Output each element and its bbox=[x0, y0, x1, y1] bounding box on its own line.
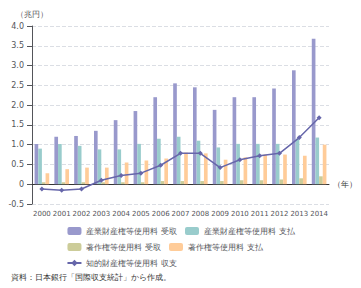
svg-text:-0.5: -0.5 bbox=[8, 200, 24, 209]
svg-text:2.5: 2.5 bbox=[11, 81, 24, 90]
svg-text:産業財産権等使用料 支払: 産業財産権等使用料 支払 bbox=[204, 227, 296, 236]
svg-text:4.0: 4.0 bbox=[11, 22, 24, 31]
svg-text:資料：日本銀行「国際収支統計」から作成。: 資料：日本銀行「国際収支統計」から作成。 bbox=[11, 273, 171, 282]
svg-text:1.5: 1.5 bbox=[11, 120, 24, 129]
svg-text:2002: 2002 bbox=[73, 210, 91, 218]
svg-text:著作権等使用料 支払: 著作権等使用料 支払 bbox=[188, 243, 264, 252]
svg-text:3.5: 3.5 bbox=[11, 41, 24, 50]
svg-text:2.0: 2.0 bbox=[11, 101, 24, 110]
svg-text:2001: 2001 bbox=[53, 210, 71, 218]
svg-text:（兆円）: （兆円） bbox=[16, 10, 48, 19]
svg-text:産業財産権等使用料 受取: 産業財産権等使用料 受取 bbox=[86, 227, 177, 236]
svg-text:2008: 2008 bbox=[191, 210, 209, 218]
svg-text:1.0: 1.0 bbox=[11, 140, 24, 149]
svg-text:（年）: （年） bbox=[333, 180, 357, 189]
svg-text:0: 0 bbox=[19, 180, 24, 189]
svg-text:2005: 2005 bbox=[132, 210, 150, 218]
svg-text:2009: 2009 bbox=[211, 210, 229, 218]
svg-text:2011: 2011 bbox=[251, 210, 269, 218]
svg-text:著作権等使用料 受取: 著作権等使用料 受取 bbox=[86, 243, 161, 252]
svg-text:2006: 2006 bbox=[152, 210, 170, 218]
svg-text:2004: 2004 bbox=[112, 210, 130, 218]
svg-text:2013: 2013 bbox=[290, 210, 308, 218]
svg-text:2007: 2007 bbox=[172, 210, 190, 218]
svg-text:0.5: 0.5 bbox=[11, 160, 24, 169]
svg-text:2003: 2003 bbox=[92, 210, 110, 218]
svg-text:2000: 2000 bbox=[33, 210, 51, 218]
svg-text:3.0: 3.0 bbox=[11, 61, 24, 70]
svg-text:2014: 2014 bbox=[310, 210, 328, 218]
svg-text:2012: 2012 bbox=[271, 210, 289, 218]
svg-text:知的財産権等使用料 収支: 知的財産権等使用料 収支 bbox=[86, 259, 177, 268]
svg-text:2010: 2010 bbox=[231, 210, 249, 218]
